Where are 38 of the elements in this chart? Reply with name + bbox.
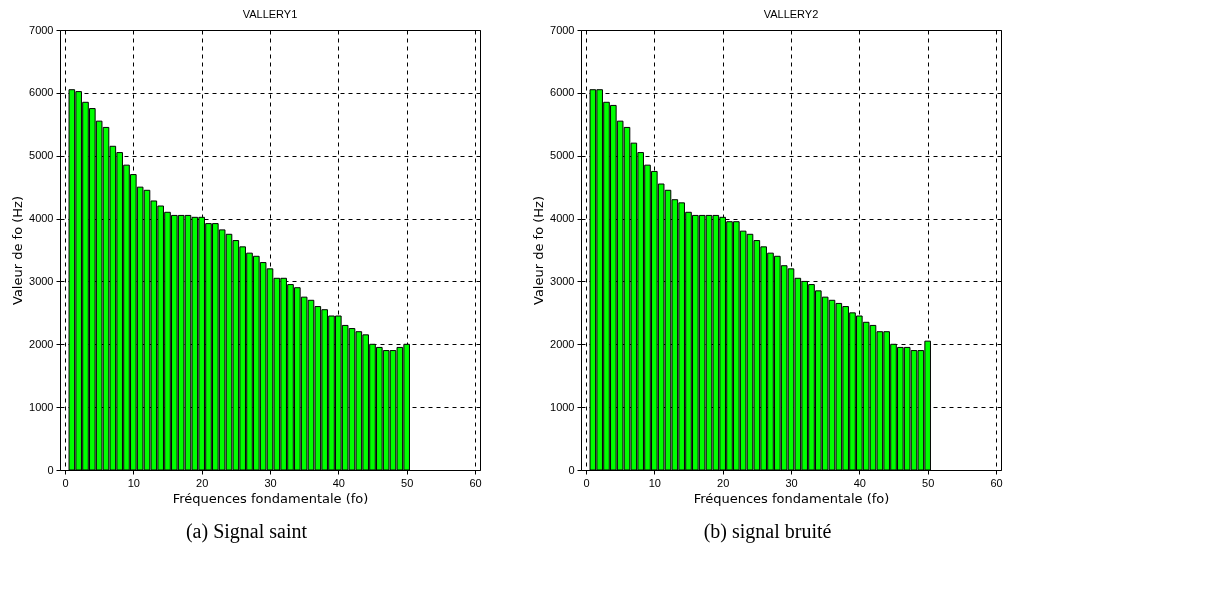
x-tick-label: 10 <box>648 476 661 489</box>
x-tick-label: 50 <box>401 476 414 489</box>
x-tick-label: 20 <box>717 476 730 489</box>
x-tick-label: 20 <box>196 476 209 489</box>
y-tick-label: 4000 <box>550 212 575 225</box>
y-axis-title: Valeur de fo (Hz) <box>531 196 547 305</box>
y-tick-label: 2000 <box>550 337 575 350</box>
x-tick-label: 0 <box>583 476 590 489</box>
y-tick-label: 5000 <box>550 149 575 162</box>
x-tick-label: 30 <box>264 476 277 489</box>
chart-title: VALLERY1 <box>242 8 298 20</box>
y-tick-label: 3000 <box>550 274 575 287</box>
y-tick-label: 2000 <box>29 337 54 350</box>
x-tick-label: 40 <box>853 476 866 489</box>
y-tick-label: 3000 <box>29 274 54 287</box>
y-tick-label: 4000 <box>29 212 54 225</box>
x-tick-label: 0 <box>62 476 69 489</box>
y-tick-label: 1000 <box>550 400 575 413</box>
y-tick-label: 7000 <box>29 23 54 36</box>
x-tick-label: 40 <box>332 476 345 489</box>
y-tick-label: 5000 <box>29 149 54 162</box>
x-axis-title: Fréquences fondamentale (fo) <box>172 490 369 506</box>
text: (a) Signal saint <box>185 520 308 543</box>
y-tick-label: 6000 <box>29 86 54 99</box>
y-tick-label: 0 <box>47 463 54 476</box>
x-tick-label: 60 <box>469 476 482 489</box>
x-tick-label: 50 <box>922 476 935 489</box>
x-tick-label: 60 <box>990 476 1003 489</box>
y-axis-title: Valeur de fo (Hz) <box>10 196 26 305</box>
chart-title: VALLERY2 <box>763 8 819 20</box>
y-tick-label: 1000 <box>29 400 54 413</box>
x-tick-label: 30 <box>785 476 798 489</box>
x-axis-title: Fréquences fondamentale (fo) <box>693 490 890 506</box>
y-tick-label: 6000 <box>550 86 575 99</box>
text: (b) signal bruité <box>703 520 832 543</box>
y-tick-label: 0 <box>568 463 575 476</box>
y-tick-label: 7000 <box>550 23 575 36</box>
x-tick-label: 10 <box>127 476 140 489</box>
